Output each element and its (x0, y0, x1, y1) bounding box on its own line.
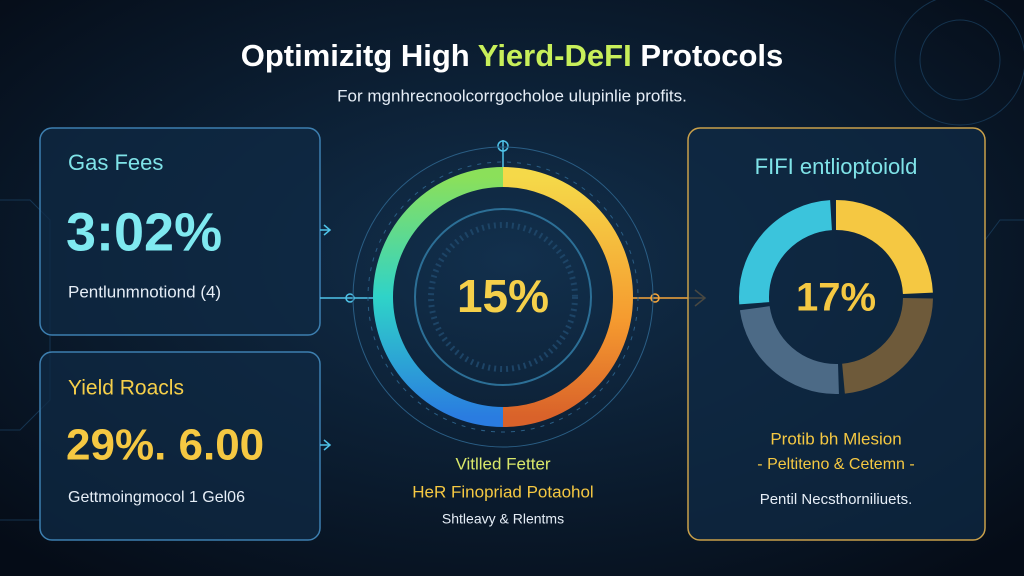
card (687, 127, 986, 541)
card-note: Gettmoingmocol 1 Gel06 (68, 489, 245, 506)
center-line: Shtleavy & Rlentms (442, 511, 564, 527)
center-line: HeR Finopriad Potaohol (412, 482, 593, 501)
card-value: 29%. 6.00 (66, 421, 264, 470)
card (39, 351, 321, 541)
card-line: Protib bh Mlesion (770, 429, 901, 448)
donut-value: 17% (796, 276, 876, 320)
center-line: Vitlled Fetter (455, 454, 550, 473)
card-line: - Peltiteno & Cetemn - (757, 456, 914, 473)
card-line: Pentil Necsthorniliuets. (760, 491, 913, 508)
center-value: 15% (457, 270, 549, 322)
card-title: Gas Fees (68, 150, 163, 175)
card-title: Yield Roacls (68, 377, 184, 400)
donut (739, 200, 933, 394)
subtitle: For mgnhrecnoolcorrgocholoe ulupinlie pr… (337, 86, 687, 105)
card (39, 127, 321, 336)
title: Optimizitg High Yierd-DeFI Protocols (241, 38, 784, 73)
center-ring (352, 146, 654, 448)
card-title: FIFI entlioptoiold (755, 154, 918, 179)
card-note: Pentlunmnotiond (4) (68, 282, 221, 301)
card-value: 3:02% (66, 202, 222, 262)
